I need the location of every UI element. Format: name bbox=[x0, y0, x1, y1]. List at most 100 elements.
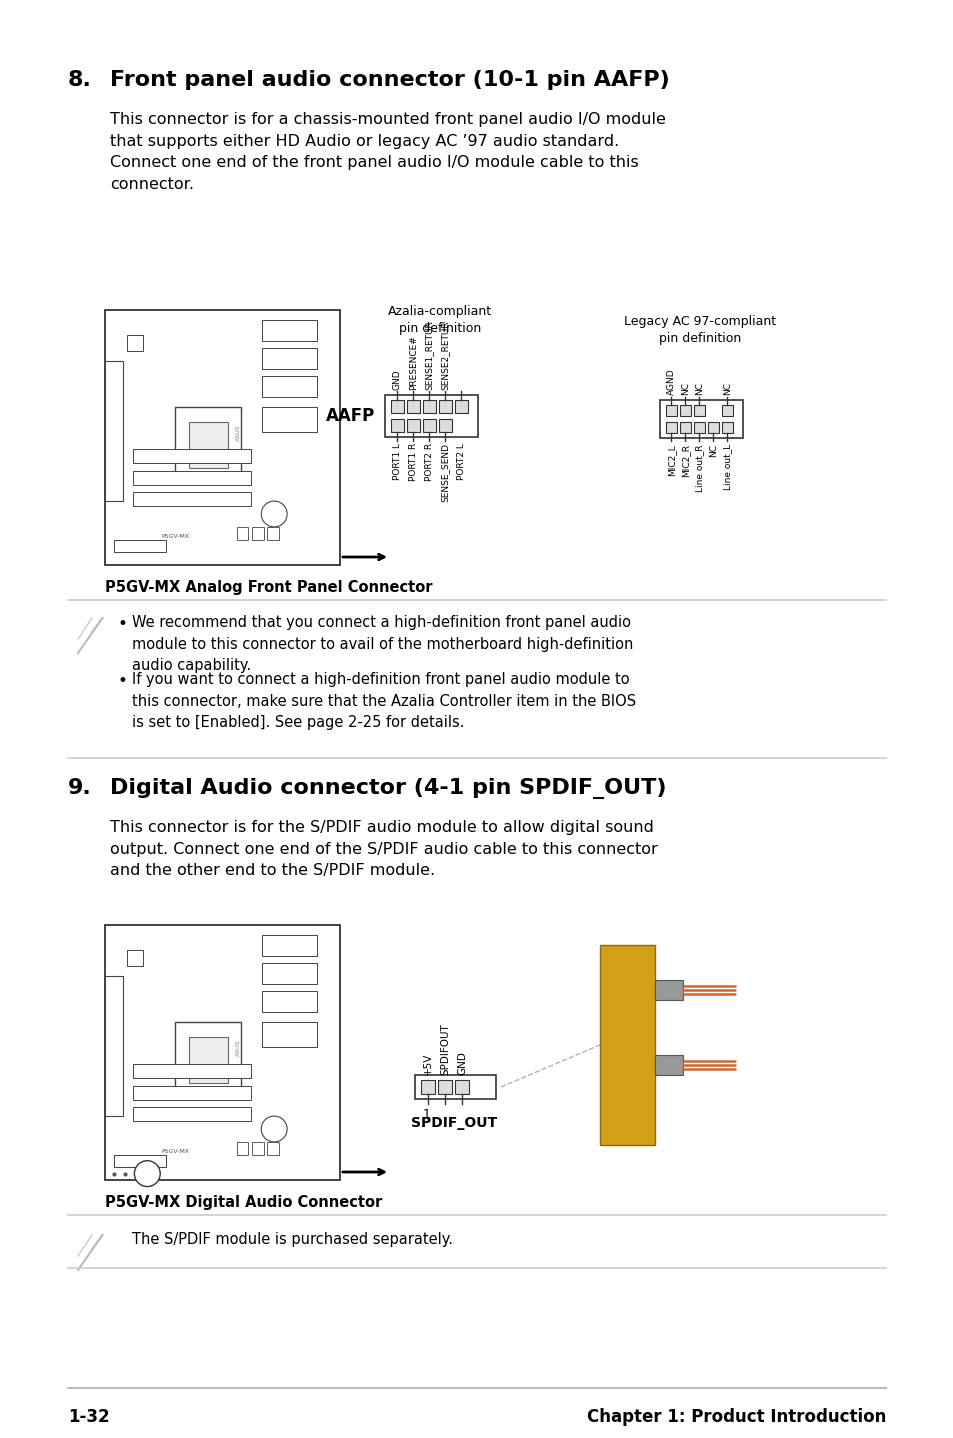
Bar bbox=[679, 406, 690, 416]
Bar bbox=[105, 311, 339, 565]
Bar bbox=[236, 1142, 248, 1155]
Bar bbox=[189, 423, 228, 469]
Bar bbox=[267, 526, 278, 539]
Text: P5GV-MX: P5GV-MX bbox=[161, 1149, 190, 1155]
Bar bbox=[267, 1142, 278, 1155]
Bar bbox=[693, 421, 704, 433]
Bar bbox=[391, 400, 403, 413]
Text: MIC2_L: MIC2_L bbox=[666, 444, 676, 476]
Text: Azalia-compliant
pin definition: Azalia-compliant pin definition bbox=[388, 305, 492, 335]
Text: NC: NC bbox=[708, 444, 718, 457]
Bar bbox=[262, 1022, 316, 1047]
Text: Line out_L: Line out_L bbox=[722, 444, 731, 490]
Text: The S/PDIF module is purchased separately.: The S/PDIF module is purchased separatel… bbox=[132, 1232, 453, 1247]
Bar bbox=[655, 1055, 682, 1076]
Text: NC: NC bbox=[722, 383, 731, 395]
Bar bbox=[391, 418, 403, 431]
Circle shape bbox=[261, 500, 287, 526]
Text: PRESENCE#: PRESENCE# bbox=[409, 335, 417, 390]
Text: Digital Audio connector (4-1 pin SPDIF_OUT): Digital Audio connector (4-1 pin SPDIF_O… bbox=[110, 778, 666, 800]
Bar bbox=[455, 400, 468, 413]
Text: This connector is for the S/PDIF audio module to allow digital sound
output. Con: This connector is for the S/PDIF audio m… bbox=[110, 820, 657, 879]
Text: P5GV-MX Digital Audio Connector: P5GV-MX Digital Audio Connector bbox=[105, 1195, 382, 1209]
Text: •: • bbox=[118, 615, 128, 633]
Bar bbox=[262, 407, 316, 433]
Text: GND: GND bbox=[393, 370, 401, 390]
Bar bbox=[599, 945, 655, 1145]
Bar bbox=[105, 925, 339, 1181]
Bar bbox=[252, 1142, 263, 1155]
Text: MIC2_R: MIC2_R bbox=[680, 444, 689, 477]
Bar bbox=[262, 935, 316, 956]
Bar bbox=[114, 1155, 166, 1168]
Text: •: • bbox=[118, 672, 128, 690]
Bar bbox=[189, 1037, 228, 1083]
Text: ASUS: ASUS bbox=[236, 1040, 241, 1055]
Bar bbox=[133, 1086, 251, 1100]
Text: SENSE_SEND: SENSE_SEND bbox=[440, 443, 450, 502]
Text: 1: 1 bbox=[422, 1109, 431, 1122]
Bar bbox=[236, 526, 248, 539]
Bar bbox=[707, 421, 719, 433]
Bar bbox=[133, 492, 251, 506]
Bar bbox=[133, 1107, 251, 1122]
Text: AGND: AGND bbox=[666, 368, 676, 395]
Text: AAFP: AAFP bbox=[325, 407, 375, 426]
Text: ASUS: ASUS bbox=[236, 424, 241, 440]
Bar bbox=[721, 406, 732, 416]
Bar bbox=[693, 406, 704, 416]
Text: Chapter 1: Product Introduction: Chapter 1: Product Introduction bbox=[586, 1408, 885, 1426]
Text: SENSE2_RETUR: SENSE2_RETUR bbox=[440, 321, 450, 390]
Text: Legacy AC 97-compliant
pin definition: Legacy AC 97-compliant pin definition bbox=[623, 315, 775, 345]
Bar bbox=[422, 400, 436, 413]
Bar bbox=[385, 395, 477, 437]
Bar bbox=[262, 321, 316, 341]
Bar bbox=[438, 418, 452, 431]
Bar bbox=[133, 470, 251, 485]
Bar bbox=[455, 1080, 469, 1094]
Bar bbox=[175, 1022, 241, 1099]
Text: 8.: 8. bbox=[68, 70, 91, 91]
Bar bbox=[105, 976, 123, 1116]
Bar bbox=[665, 406, 677, 416]
Text: P5GV-MX Analog Front Panel Connector: P5GV-MX Analog Front Panel Connector bbox=[105, 580, 432, 595]
Text: 9.: 9. bbox=[68, 778, 91, 798]
Bar bbox=[407, 400, 419, 413]
Bar bbox=[262, 991, 316, 1012]
Text: This connector is for a chassis-mounted front panel audio I/O module
that suppor: This connector is for a chassis-mounted … bbox=[110, 112, 665, 191]
Circle shape bbox=[134, 1160, 160, 1186]
Bar bbox=[721, 421, 732, 433]
Bar bbox=[175, 407, 241, 483]
Bar bbox=[438, 400, 452, 413]
Text: NC: NC bbox=[695, 383, 703, 395]
Circle shape bbox=[261, 1116, 287, 1142]
Text: SPDIFOUT: SPDIFOUT bbox=[439, 1024, 450, 1076]
Bar bbox=[262, 377, 316, 397]
Text: SENSE1_RETUR: SENSE1_RETUR bbox=[424, 321, 434, 390]
Text: PORT1 L: PORT1 L bbox=[393, 443, 401, 480]
Bar bbox=[659, 400, 742, 439]
Bar bbox=[420, 1080, 435, 1094]
Bar bbox=[127, 335, 143, 351]
Bar bbox=[262, 963, 316, 984]
Text: 1-32: 1-32 bbox=[68, 1408, 110, 1426]
Bar bbox=[679, 421, 690, 433]
Text: Front panel audio connector (10-1 pin AAFP): Front panel audio connector (10-1 pin AA… bbox=[110, 70, 669, 91]
Bar bbox=[133, 1064, 251, 1078]
Text: GND: GND bbox=[456, 1051, 467, 1076]
Bar bbox=[127, 949, 143, 965]
Text: NC: NC bbox=[680, 383, 689, 395]
Bar bbox=[665, 421, 677, 433]
Bar bbox=[422, 418, 436, 431]
Text: We recommend that you connect a high-definition front panel audio
module to this: We recommend that you connect a high-def… bbox=[132, 615, 633, 673]
Bar bbox=[655, 981, 682, 999]
Text: +5V: +5V bbox=[422, 1053, 433, 1076]
Bar bbox=[437, 1080, 452, 1094]
Text: Line out_R: Line out_R bbox=[695, 444, 703, 492]
Bar bbox=[262, 348, 316, 368]
Bar bbox=[407, 418, 419, 431]
Text: PORT1 R: PORT1 R bbox=[409, 443, 417, 482]
Bar bbox=[105, 361, 123, 502]
Bar bbox=[415, 1076, 496, 1099]
Bar bbox=[114, 539, 166, 552]
